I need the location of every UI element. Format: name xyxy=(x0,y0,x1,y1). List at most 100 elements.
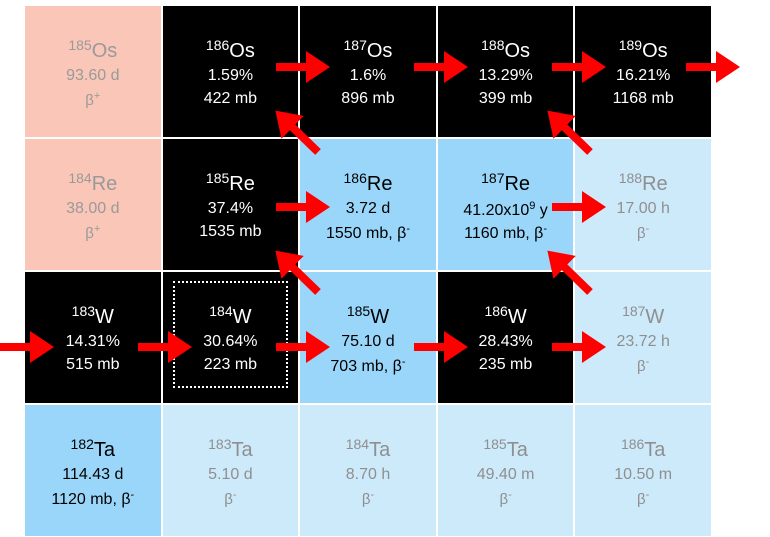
decay-sign: - xyxy=(406,223,410,235)
mass-number: 184 xyxy=(345,436,370,452)
nuclide-line-3: 422 mb xyxy=(163,91,299,107)
decay-sign: - xyxy=(543,223,548,235)
nuclide-property: 515 mb xyxy=(66,356,120,373)
nuclide-line-3: β- xyxy=(300,489,436,508)
nuclide-property: 13.29% xyxy=(478,67,533,84)
decay-sign: - xyxy=(508,489,512,501)
nuclide-property: 114.43 d xyxy=(62,466,124,483)
nuclide-property: 1160 mb, β xyxy=(464,225,544,242)
element-symbol: W xyxy=(370,306,390,328)
element-symbol: Ta xyxy=(231,439,253,461)
nuclide-line-2: 16.21% xyxy=(575,68,711,84)
nuclide-property: 75.10 d xyxy=(341,333,395,350)
decay-sign: - xyxy=(401,356,406,368)
nuclide-symbol: 185Os xyxy=(25,38,161,61)
nuclide-line-3: 399 mb xyxy=(438,91,574,107)
element-symbol: Re xyxy=(91,173,118,195)
nuclide-line-3: β- xyxy=(575,356,711,375)
decay-sign: + xyxy=(93,90,101,102)
nuclide-property: 17.00 h xyxy=(616,200,670,217)
nuclide-line-3: 1535 mb xyxy=(163,224,299,240)
nuclide-line-3: β- xyxy=(438,489,574,508)
nuclide-property: β xyxy=(637,225,646,242)
decay-sign: - xyxy=(370,489,375,501)
nuclide-property: β xyxy=(85,92,94,109)
nuclide-cell-ta184: 184Ta 8.70 h β- xyxy=(299,404,437,537)
element-symbol: Ta xyxy=(93,439,116,461)
decay-sign: - xyxy=(645,223,650,235)
nuclide-line-3: β+ xyxy=(25,90,161,109)
nuclide-property: 41.20x10 xyxy=(463,202,530,219)
decay-sign: - xyxy=(645,489,650,501)
nuclide-symbol: 187W xyxy=(575,304,711,327)
element-symbol: Re xyxy=(642,173,668,195)
decay-arrow-w185-re185 xyxy=(275,250,321,295)
nuclide-cell-ta185: 185Ta 49.40 m β- xyxy=(436,404,575,537)
mass-number: 184 xyxy=(209,303,233,319)
nuclide-property: 37.4% xyxy=(207,200,254,217)
nuclide-line-2: 1.59% xyxy=(163,68,299,84)
nuclide-symbol: 188Os xyxy=(438,38,574,61)
nuclide-property: 28.43% xyxy=(478,333,533,350)
nuclide-property: 1535 mb xyxy=(199,223,262,240)
nuclide-property: β xyxy=(637,358,646,375)
decay-sign: + xyxy=(93,223,101,235)
nuclide-line-3: 515 mb xyxy=(25,357,161,373)
nuclide-property: 1.59% xyxy=(207,67,254,84)
element-symbol: Os xyxy=(366,40,393,62)
nuclide-line-3: 1168 mb xyxy=(575,91,711,107)
nuclide-property: β xyxy=(85,225,94,242)
nuclide-line-3: 1550 mb, β- xyxy=(300,224,436,242)
mass-number: 187 xyxy=(343,37,367,53)
mass-number: 182 xyxy=(70,436,94,452)
decay-sign: - xyxy=(645,356,650,368)
nuclide-line-2: 37.4% xyxy=(163,201,299,217)
nuclide-property: 93.60 d xyxy=(66,67,120,84)
nuclide-line-3: β- xyxy=(163,490,299,508)
mass-number: 185 xyxy=(483,436,507,452)
decay-arrow-re186-os186 xyxy=(275,110,321,155)
nuclide-property: 422 mb xyxy=(203,90,258,107)
nuclide-symbol: 184Re xyxy=(25,171,161,194)
nuclide-symbol: 183Ta xyxy=(163,437,299,460)
nuclide-symbol: 185W xyxy=(300,304,436,327)
nuclide-property: 703 mb, β xyxy=(330,358,402,375)
nuclide-property: 223 mb xyxy=(203,356,258,373)
nuclide-line-2: 38.00 d xyxy=(25,201,161,217)
nuclide-symbol: 187Os xyxy=(300,38,436,61)
mass-number: 187 xyxy=(622,303,646,319)
mass-number: 186 xyxy=(343,170,367,186)
nuclide-line-2: 8.70 h xyxy=(300,467,436,483)
mass-number: 186 xyxy=(620,436,645,452)
element-symbol: Re xyxy=(229,173,255,195)
mass-number: 186 xyxy=(205,37,230,53)
element-symbol: Os xyxy=(91,40,118,62)
nuclide-cell-os185: 185Os 93.60 d β+ xyxy=(24,5,162,138)
nuclide-property: 10.50 m xyxy=(614,466,673,483)
mass-number: 188 xyxy=(481,37,505,53)
nuclide-line-3: 1120 mb, β- xyxy=(25,490,161,508)
element-symbol: Re xyxy=(504,173,531,195)
mass-number: 185 xyxy=(68,37,92,53)
nuclide-line-3: β+ xyxy=(25,223,161,242)
nuclide-line-2: 17.00 h xyxy=(575,201,711,217)
nuclide-line-2: 13.29% xyxy=(438,68,574,84)
element-symbol: W xyxy=(232,306,252,328)
mass-number: 185 xyxy=(346,303,371,319)
mass-number: 187 xyxy=(481,170,505,186)
nuclide-property: 399 mb xyxy=(478,90,533,107)
nuclide-symbol: 184W xyxy=(163,304,299,327)
element-symbol: W xyxy=(645,306,665,328)
nuclide-line-3: 703 mb, β- xyxy=(300,357,436,375)
mass-number: 183 xyxy=(208,436,232,452)
nuclide-line-2: 114.43 d xyxy=(25,467,161,483)
decay-arrow-re188-os188 xyxy=(547,110,593,155)
nuclide-property: 1120 mb, β xyxy=(51,491,131,508)
nuclide-line-2: 3.72 d xyxy=(300,201,436,217)
element-symbol: Re xyxy=(366,173,393,195)
nuclide-property: 5.10 d xyxy=(208,466,253,483)
nuclide-property: 1550 mb, β xyxy=(325,225,407,242)
mass-number: 184 xyxy=(68,170,92,186)
nuclide-property: 1.6% xyxy=(349,67,387,84)
nuclide-symbol: 186Os xyxy=(163,38,299,61)
